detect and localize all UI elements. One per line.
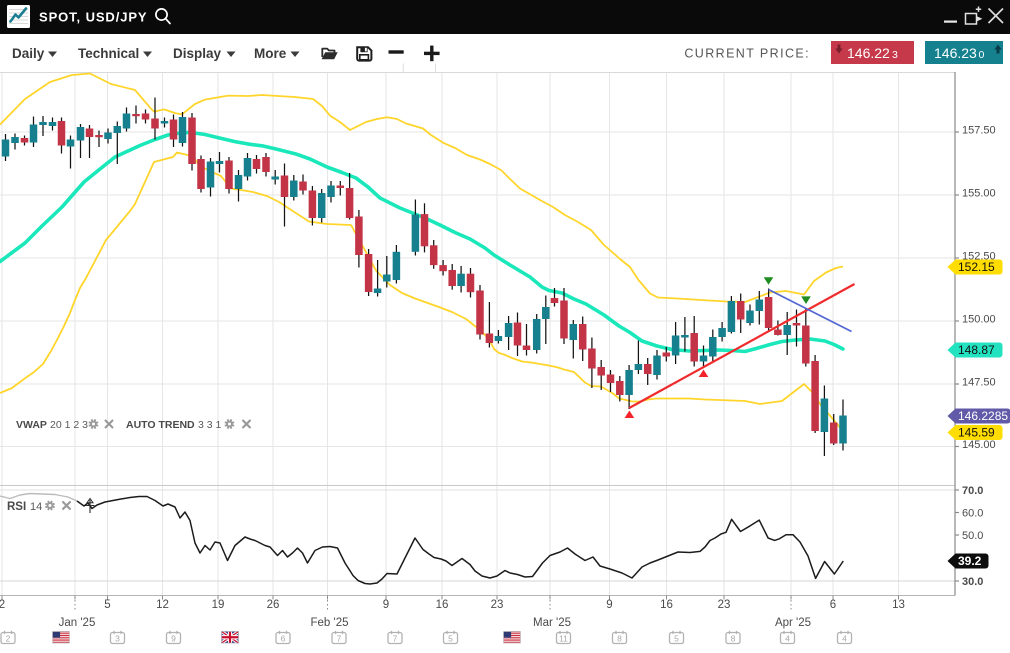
svg-text:147.50: 147.50 bbox=[962, 377, 996, 389]
svg-text:26: 26 bbox=[267, 599, 280, 611]
svg-text:8: 8 bbox=[731, 634, 736, 644]
svg-text:5: 5 bbox=[104, 599, 110, 611]
svg-text:CURRENT PRICE:: CURRENT PRICE: bbox=[684, 47, 810, 61]
svg-text:23: 23 bbox=[491, 599, 504, 611]
svg-text:More: More bbox=[254, 46, 287, 61]
svg-text:146.23: 146.23 bbox=[934, 45, 977, 61]
svg-text:3: 3 bbox=[892, 49, 898, 61]
svg-text:2: 2 bbox=[0, 599, 5, 611]
svg-text:0: 0 bbox=[979, 49, 985, 61]
svg-text:SPOT, USD/JPY: SPOT, USD/JPY bbox=[39, 10, 148, 25]
svg-text:19: 19 bbox=[212, 599, 225, 611]
svg-text:RSI: RSI bbox=[7, 501, 26, 513]
svg-text:16: 16 bbox=[660, 599, 673, 611]
svg-text:4: 4 bbox=[785, 634, 790, 644]
svg-text:39.2: 39.2 bbox=[958, 554, 982, 568]
svg-text:13: 13 bbox=[892, 599, 905, 611]
svg-text:148.87: 148.87 bbox=[958, 343, 995, 357]
svg-text:155.00: 155.00 bbox=[962, 188, 996, 200]
svg-text:6: 6 bbox=[281, 634, 286, 644]
svg-text:145.00: 145.00 bbox=[962, 439, 996, 451]
svg-text:Jan '25: Jan '25 bbox=[59, 617, 96, 629]
svg-text:Mar '25: Mar '25 bbox=[533, 617, 571, 629]
svg-text:3 3 1: 3 3 1 bbox=[198, 419, 222, 431]
svg-text:Technical: Technical bbox=[78, 46, 139, 61]
svg-text:60.0: 60.0 bbox=[962, 508, 983, 520]
svg-text:146.22: 146.22 bbox=[847, 45, 890, 61]
svg-text:152.15: 152.15 bbox=[958, 260, 995, 274]
svg-text:Feb '25: Feb '25 bbox=[311, 617, 349, 629]
svg-text:7: 7 bbox=[393, 634, 398, 644]
svg-text:30.0: 30.0 bbox=[962, 576, 983, 588]
svg-text:5: 5 bbox=[674, 634, 679, 644]
svg-text:AUTO TREND: AUTO TREND bbox=[126, 419, 195, 431]
svg-text:9: 9 bbox=[383, 599, 389, 611]
svg-text:3: 3 bbox=[115, 634, 120, 644]
svg-text:11: 11 bbox=[559, 634, 568, 644]
svg-text:16: 16 bbox=[436, 599, 449, 611]
svg-text:5: 5 bbox=[448, 634, 453, 644]
svg-text:VWAP: VWAP bbox=[16, 419, 47, 431]
svg-text:23: 23 bbox=[718, 599, 731, 611]
svg-text:157.50: 157.50 bbox=[962, 125, 996, 137]
svg-text:145.59: 145.59 bbox=[958, 426, 995, 440]
svg-text:50.0: 50.0 bbox=[962, 530, 983, 542]
svg-text:6: 6 bbox=[830, 599, 836, 611]
svg-text:Daily: Daily bbox=[12, 46, 45, 61]
svg-text:4: 4 bbox=[842, 634, 847, 644]
svg-text:70.0: 70.0 bbox=[962, 485, 983, 497]
svg-text:Apr '25: Apr '25 bbox=[775, 617, 811, 629]
svg-text:7: 7 bbox=[337, 634, 342, 644]
svg-text:150.00: 150.00 bbox=[962, 314, 996, 326]
svg-text:2: 2 bbox=[6, 634, 11, 644]
svg-text:20 1 2 3: 20 1 2 3 bbox=[50, 419, 88, 431]
svg-text:14: 14 bbox=[30, 501, 42, 513]
svg-text:9: 9 bbox=[606, 599, 612, 611]
svg-text:12: 12 bbox=[156, 599, 169, 611]
svg-text:9: 9 bbox=[171, 634, 176, 644]
svg-text:8: 8 bbox=[617, 634, 622, 644]
svg-text:146.2285: 146.2285 bbox=[958, 409, 1008, 423]
svg-text:Display: Display bbox=[173, 46, 222, 61]
